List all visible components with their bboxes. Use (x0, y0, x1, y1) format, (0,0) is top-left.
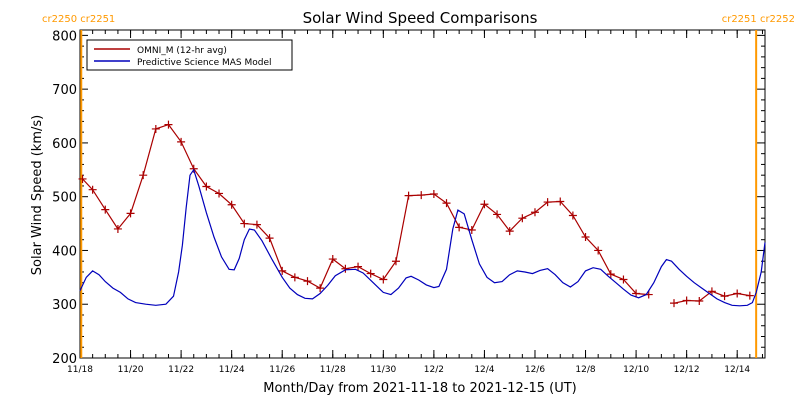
data-point (177, 137, 186, 146)
data-point (493, 210, 502, 219)
data-point (568, 211, 577, 220)
data-point (341, 264, 350, 273)
x-tick-label: 12/12 (674, 365, 700, 375)
data-point (252, 220, 261, 229)
data-point (391, 257, 400, 266)
data-point (215, 189, 224, 198)
plot-frame (79, 29, 766, 359)
data-point (113, 224, 122, 233)
data-point (366, 269, 375, 278)
x-tick-label: 11/24 (219, 365, 245, 375)
x-tick-label: 11/20 (118, 365, 144, 375)
x-tick-label: 11/30 (370, 365, 396, 375)
data-point (328, 255, 337, 264)
legend-box (86, 39, 293, 71)
y-tick-label: 400 (52, 244, 77, 259)
data-point (202, 182, 211, 191)
y-axis-label: Solar Wind Speed (km/s) (30, 115, 45, 275)
data-point (606, 270, 615, 279)
data-point (594, 246, 603, 255)
data-point (480, 200, 489, 209)
x-tick-label: 11/22 (168, 365, 194, 375)
data-point (88, 185, 97, 194)
y-tick-label: 800 (52, 29, 77, 44)
legend-label-0: OMNI_M (12-hr avg) (137, 46, 227, 56)
legend-label-1: Predictive Science MAS Model (137, 58, 272, 68)
x-tick-label: 12/2 (424, 365, 444, 375)
data-point (518, 214, 527, 223)
data-point (316, 284, 325, 293)
series-line-1 (79, 168, 766, 307)
data-point (745, 291, 754, 300)
data-point (682, 296, 691, 305)
data-point (379, 275, 388, 284)
data-point (632, 289, 641, 298)
y-tick-label: 600 (52, 137, 77, 152)
data-point (151, 124, 160, 133)
y-tick-label: 300 (52, 298, 77, 313)
x-tick-label: 11/28 (320, 365, 346, 375)
data-point (543, 198, 552, 207)
data-point (126, 209, 135, 218)
data-point (530, 208, 539, 217)
data-point (619, 275, 628, 284)
data-point (265, 234, 274, 243)
data-point (78, 174, 87, 183)
series-line-0 (82, 123, 649, 296)
data-point (505, 227, 514, 236)
rotation-marker-label: cr2251 cr2252 (722, 14, 795, 25)
x-axis-label: Month/Day from 2021-11-18 to 2021-12-15 … (263, 381, 576, 396)
rotation-marker-label: cr2250 cr2251 (42, 14, 115, 25)
chart-title: Solar Wind Speed Comparisons (303, 9, 538, 27)
data-point (278, 266, 287, 275)
data-point (290, 273, 299, 282)
y-tick-label: 500 (52, 191, 77, 206)
data-point (556, 197, 565, 206)
data-point (101, 205, 110, 214)
data-point (733, 289, 742, 298)
data-point (164, 120, 173, 129)
y-tick-label: 200 (52, 352, 77, 367)
data-point (670, 299, 679, 308)
plot-area: 200 300 400 500 600 700 800 11/18 11/20 11/22 11/2… (42, 14, 795, 375)
x-tick-label: 12/8 (575, 365, 595, 375)
data-point (455, 223, 464, 232)
data-point (720, 292, 729, 301)
data-point (707, 287, 716, 296)
data-point (442, 199, 451, 208)
x-tick-label: 11/26 (269, 365, 295, 375)
y-tick-label: 700 (52, 83, 77, 98)
data-point (581, 233, 590, 242)
legend: OMNI_M (12-hr avg) Predictive Science MAS… (86, 39, 293, 71)
data-point (429, 190, 438, 198)
x-tick-label: 12/4 (474, 365, 494, 375)
x-tick-label: 12/14 (724, 365, 750, 375)
data-point (404, 191, 413, 200)
data-point (240, 219, 249, 228)
x-tick-label: 11/18 (67, 365, 93, 375)
data-point (227, 200, 236, 209)
data-point (139, 171, 148, 180)
data-point (417, 191, 426, 200)
data-point (354, 262, 363, 271)
x-tick-label: 12/10 (623, 365, 649, 375)
data-point (695, 297, 704, 306)
data-point (303, 277, 312, 286)
x-tick-label: 12/6 (525, 365, 545, 375)
